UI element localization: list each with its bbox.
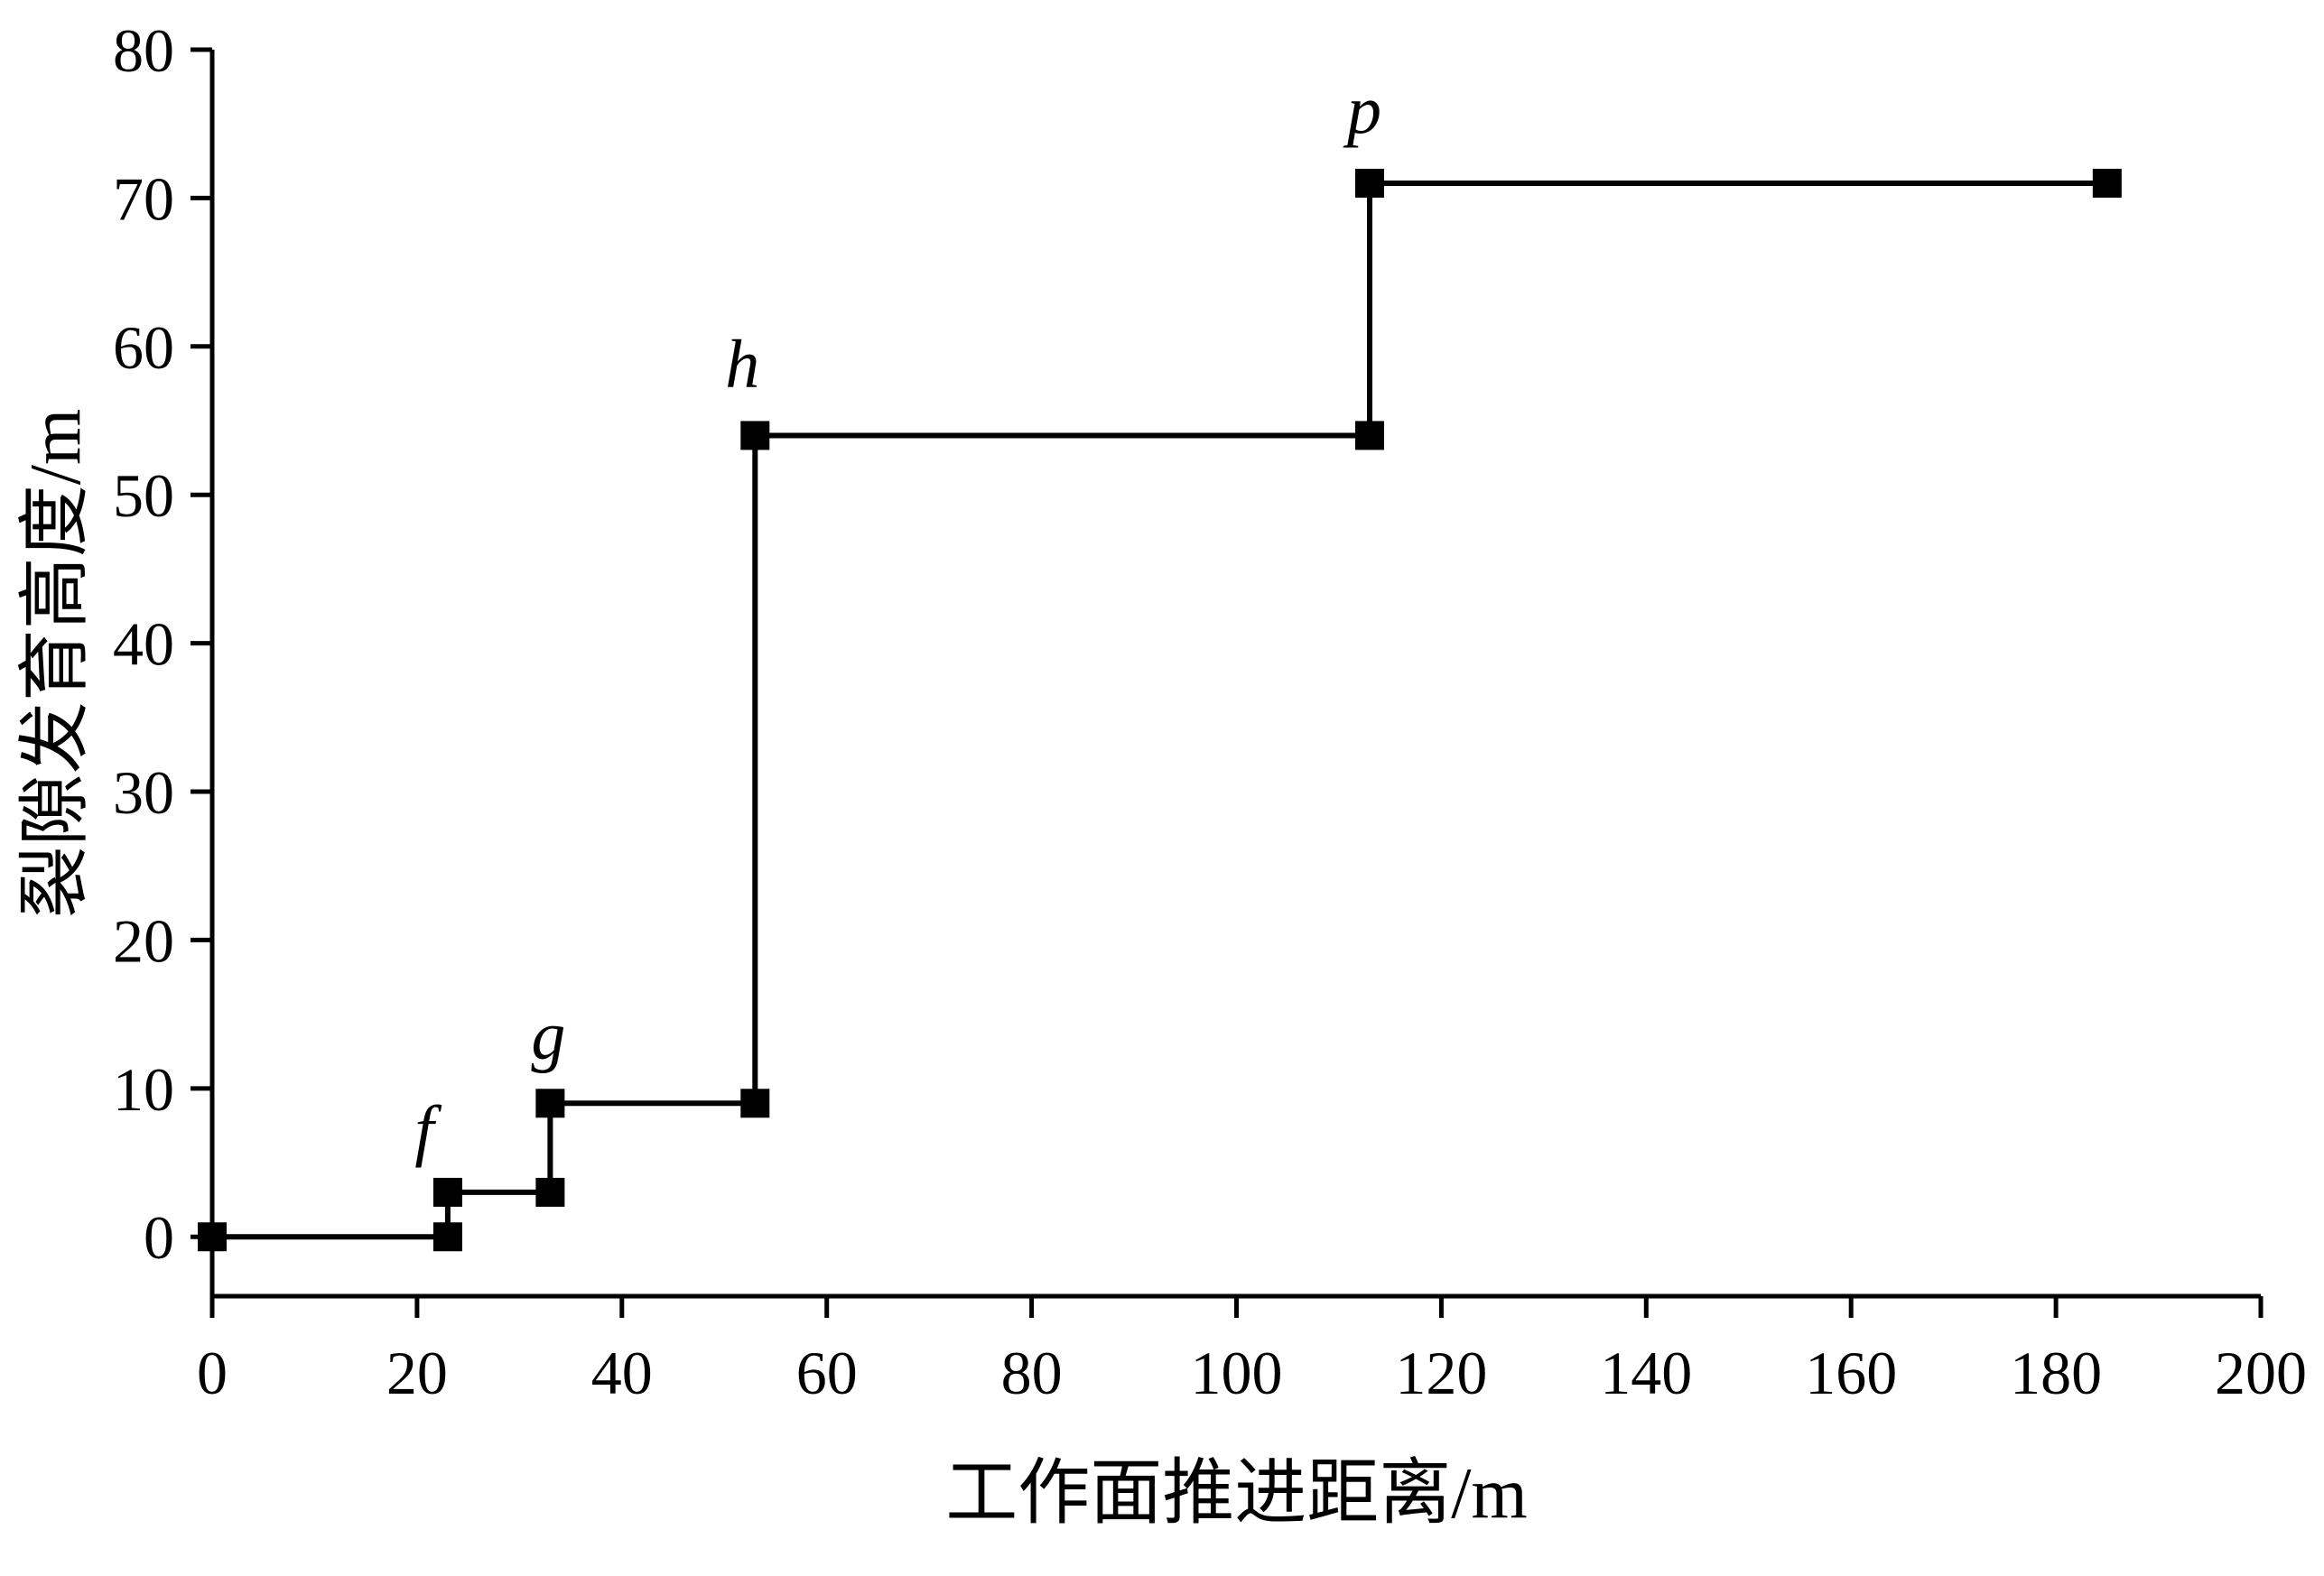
x-tick-label: 120 [1395, 1339, 1487, 1407]
data-point-marker [740, 1089, 770, 1118]
data-point-marker [432, 1177, 462, 1207]
y-tick-label: 80 [113, 16, 174, 85]
data-point-marker [198, 1222, 227, 1252]
y-tick-label: 20 [113, 906, 174, 975]
x-tick-label: 180 [2010, 1339, 2102, 1407]
data-point-marker [535, 1177, 565, 1207]
data-point-marker [432, 1222, 462, 1252]
point-label-p: p [1343, 72, 1381, 148]
data-point-marker [1354, 168, 1384, 198]
series-line [212, 181, 2107, 1240]
y-tick-label: 40 [113, 610, 174, 679]
point-label-f: f [414, 1092, 442, 1168]
y-tick-label: 0 [144, 1203, 174, 1272]
y-tick-label: 30 [113, 758, 174, 827]
y-tick-label: 50 [113, 461, 174, 530]
data-point-marker [1354, 421, 1384, 450]
y-tick-label: 70 [113, 164, 174, 233]
point-label-g: g [531, 997, 565, 1073]
point-label-h: h [725, 326, 759, 402]
x-tick-label: 60 [796, 1339, 858, 1407]
x-tick-label: 200 [2215, 1339, 2307, 1407]
x-axis-title: 工作面推进距离/m [945, 1454, 1528, 1534]
data-point-marker [535, 1089, 565, 1118]
x-tick-label: 160 [1805, 1339, 1897, 1407]
x-tick-label: 100 [1191, 1339, 1283, 1407]
data-point-marker [2092, 168, 2122, 198]
x-tick-label: 20 [386, 1339, 448, 1407]
x-tick-label: 40 [591, 1339, 653, 1407]
data-point-marker [740, 421, 770, 450]
y-tick-label: 10 [113, 1055, 174, 1124]
y-tick-label: 60 [113, 313, 174, 382]
x-tick-label: 0 [197, 1339, 228, 1407]
x-tick-label: 140 [1600, 1339, 1692, 1407]
x-tick-label: 80 [1001, 1339, 1063, 1407]
y-axis-title: 裂隙发育高度/m [16, 408, 96, 919]
